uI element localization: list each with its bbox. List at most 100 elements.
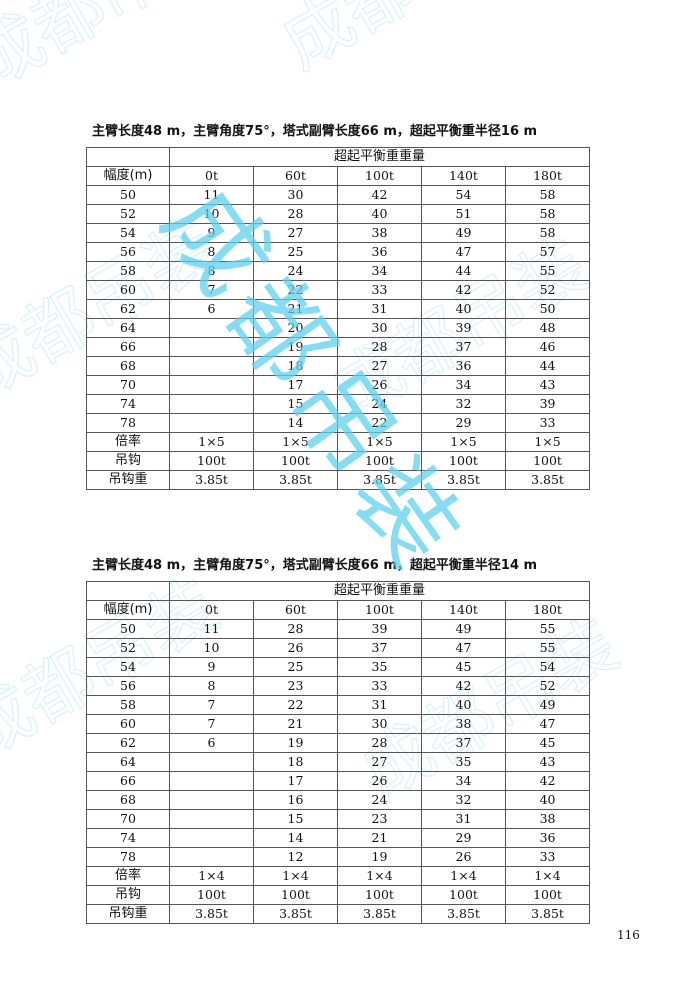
capacity-cell: 32 [421,790,506,810]
table-row: 70 17 26 34 43 [86,375,591,395]
table-row: 50 11 28 39 49 55 [86,619,591,639]
footer-cell: 100t [169,451,254,471]
footer-cell: 1×5 [421,432,506,452]
capacity-cell: 42 [421,280,506,300]
radius-header: 幅度(m) [86,600,170,620]
capacity-cell: 58 [504,204,591,224]
capacity-cell: 22 [253,695,338,715]
capacity-cell: 40 [504,790,591,810]
capacity-cell: 9 [169,223,254,243]
capacity-cell: 8 [169,676,254,696]
column-header: 140t [421,166,506,186]
capacity-cell: 33 [337,280,422,300]
capacity-cell: 11 [169,185,254,205]
capacity-cell: 26 [253,638,338,658]
footer-row: 吊钩 100t 100t 100t 100t 100t [86,885,591,905]
capacity-cell: 38 [421,714,506,734]
capacity-cell: 12 [253,847,338,867]
table-row: 78 12 19 26 33 [86,847,591,867]
table-row: 60 7 21 30 38 47 [86,714,591,734]
capacity-cell [169,847,254,867]
table-row: 64 18 27 35 43 [86,752,591,772]
capacity-cell: 18 [253,752,338,772]
footer-cell: 1×4 [504,866,591,886]
capacity-cell: 27 [337,356,422,376]
table-row: 54 9 25 35 45 54 [86,657,591,677]
capacity-cell: 18 [253,356,338,376]
capacity-cell [169,318,254,338]
capacity-cell: 27 [253,223,338,243]
capacity-cell: 30 [337,318,422,338]
radius-cell: 60 [86,714,170,734]
capacity-cell: 45 [504,733,591,753]
capacity-cell: 50 [504,299,591,319]
table-row: 78 14 22 29 33 [86,413,591,433]
capacity-cell: 21 [253,299,338,319]
capacity-cell: 23 [253,676,338,696]
footer-label: 吊钩 [86,885,170,905]
radius-cell: 74 [86,394,170,414]
radius-cell: 78 [86,847,170,867]
footer-cell: 3.85t [169,904,254,924]
capacity-cell [169,752,254,772]
capacity-cell: 7 [169,695,254,715]
radius-header: 幅度(m) [86,166,170,186]
footer-label: 倍率 [86,432,170,452]
capacity-cell: 30 [337,714,422,734]
footer-label: 吊钩重 [86,470,170,490]
footer-cell: 3.85t [253,470,338,490]
capacity-cell: 28 [253,204,338,224]
capacity-cell [169,790,254,810]
capacity-cell: 37 [421,733,506,753]
group-header-row: 超起平衡重重量 [86,147,591,167]
footer-row: 吊钩 100t 100t 100t 100t 100t [86,451,591,471]
footer-cell: 1×5 [337,432,422,452]
capacity-cell: 33 [504,847,591,867]
radius-cell: 66 [86,771,170,791]
capacity-cell: 37 [421,337,506,357]
capacity-cell: 26 [421,847,506,867]
capacity-cell: 58 [504,185,591,205]
capacity-cell [169,771,254,791]
radius-cell: 74 [86,828,170,848]
capacity-cell: 36 [504,828,591,848]
capacity-cell: 42 [504,771,591,791]
radius-cell: 50 [86,185,170,205]
radius-cell: 58 [86,261,170,281]
capacity-cell [169,394,254,414]
capacity-cell: 31 [421,809,506,829]
footer-cell: 3.85t [337,470,422,490]
capacity-cell: 21 [337,828,422,848]
capacity-cell: 29 [421,828,506,848]
radius-cell: 56 [86,676,170,696]
capacity-cell: 30 [253,185,338,205]
capacity-cell: 14 [253,413,338,433]
capacity-cell: 58 [504,223,591,243]
capacity-cell: 7 [169,714,254,734]
table-row: 50 11 30 42 54 58 [86,185,591,205]
capacity-cell: 54 [421,185,506,205]
capacity-cell: 44 [421,261,506,281]
page-number: 116 [617,928,640,942]
capacity-cell: 26 [337,375,422,395]
footer-cell: 1×4 [337,866,422,886]
radius-cell: 56 [86,242,170,262]
load-chart-table: 超起平衡重重量 幅度(m) 0t 60t 100t 140t 180t 50 11 30 42 54 5… [86,147,591,490]
capacity-cell: 35 [337,657,422,677]
capacity-cell: 47 [504,714,591,734]
capacity-cell: 33 [337,676,422,696]
capacity-cell: 52 [504,280,591,300]
radius-cell: 54 [86,223,170,243]
capacity-cell: 25 [253,242,338,262]
capacity-cell: 38 [337,223,422,243]
capacity-cell: 55 [504,619,591,639]
capacity-cell: 35 [421,752,506,772]
footer-cell: 100t [253,885,338,905]
footer-row: 倍率 1×5 1×5 1×5 1×5 1×5 [86,432,591,452]
svg-text:成都吊装: 成都吊装 [268,0,551,85]
footer-label: 吊钩重 [86,904,170,924]
footer-cell: 3.85t [421,904,506,924]
capacity-cell: 11 [169,619,254,639]
capacity-cell: 39 [421,318,506,338]
column-header: 100t [337,600,422,620]
